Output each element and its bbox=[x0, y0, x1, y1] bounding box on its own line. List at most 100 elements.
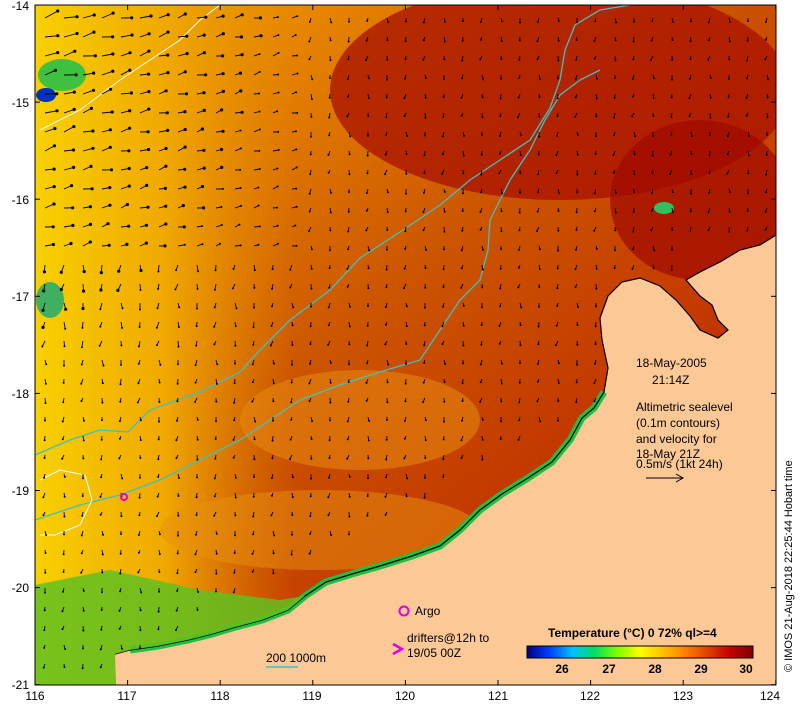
velocity-arrow-head bbox=[366, 362, 369, 365]
velocity-arrow-head bbox=[139, 457, 142, 459]
velocity-arrow-head bbox=[576, 21, 578, 24]
velocity-arrow-head bbox=[182, 225, 186, 229]
velocity-arrow-head bbox=[138, 326, 141, 328]
velocity-arrow-head bbox=[176, 572, 179, 575]
velocity-arrow bbox=[215, 224, 222, 228]
velocity-arrow-head bbox=[462, 154, 465, 157]
velocity-arrow-head bbox=[251, 400, 254, 403]
velocity-arrow-head bbox=[139, 268, 143, 273]
velocity-arrow-head bbox=[386, 58, 389, 61]
velocity-arrow-head bbox=[461, 210, 464, 212]
velocity-arrow-head bbox=[128, 51, 132, 55]
velocity-arrow-head bbox=[593, 382, 596, 385]
velocity-arrow-head bbox=[462, 192, 464, 195]
velocity-arrow-head bbox=[557, 77, 559, 80]
velocity-arrow-head bbox=[289, 438, 292, 441]
velocity-arrow-head bbox=[99, 495, 102, 498]
velocity-arrow-head bbox=[258, 70, 261, 73]
velocity-arrow bbox=[158, 14, 169, 19]
x-tick-label: 119 bbox=[302, 689, 321, 703]
velocity-arrow-head bbox=[62, 381, 65, 384]
velocity-arrow bbox=[272, 52, 279, 57]
velocity-arrow-head bbox=[330, 21, 333, 24]
velocity-arrow-head bbox=[328, 457, 331, 459]
velocity-arrow-head bbox=[202, 166, 206, 170]
velocity-arrow-head bbox=[632, 58, 635, 61]
velocity-arrow-head bbox=[707, 229, 710, 232]
velocity-arrow-head bbox=[574, 78, 577, 81]
velocity-arrow-head bbox=[44, 402, 47, 405]
velocity-arrow-head bbox=[517, 286, 520, 289]
velocity-arrow-head bbox=[537, 20, 539, 23]
velocity-arrow-head bbox=[499, 115, 502, 118]
velocity-arrow-head bbox=[423, 154, 426, 157]
velocity-arrow-head bbox=[385, 476, 388, 479]
velocity-arrow-head bbox=[63, 475, 66, 478]
velocity-arrow-head bbox=[82, 457, 85, 460]
velocity-arrow-head bbox=[276, 185, 279, 188]
x-tick-label: 116 bbox=[25, 689, 44, 703]
velocity-arrow-head bbox=[221, 32, 225, 36]
velocity-arrow-head bbox=[164, 89, 168, 93]
velocity-arrow bbox=[139, 50, 150, 57]
velocity-arrow-head bbox=[557, 249, 559, 252]
velocity-arrow-head bbox=[215, 382, 218, 385]
velocity-arrow-head bbox=[575, 58, 578, 61]
velocity-arrow-head bbox=[442, 286, 445, 288]
velocity-arrow-head bbox=[671, 39, 674, 41]
velocity-arrow-head bbox=[443, 248, 445, 251]
description-line: and velocity for bbox=[636, 432, 717, 446]
velocity-arrow-head bbox=[175, 439, 178, 442]
velocity-arrow-head bbox=[251, 570, 254, 573]
velocity-arrow-head bbox=[632, 248, 635, 251]
velocity-arrow-head bbox=[71, 223, 75, 227]
velocity-arrow-head bbox=[577, 306, 580, 308]
velocity-arrow-head bbox=[258, 149, 261, 152]
velocity-arrow-head bbox=[257, 243, 260, 246]
velocity-arrow-head bbox=[310, 287, 313, 290]
velocity-arrow-head bbox=[221, 72, 225, 76]
velocity-arrow-head bbox=[181, 204, 185, 208]
velocity-arrow-head bbox=[539, 78, 542, 80]
velocity-arrow-head bbox=[329, 77, 331, 79]
velocity-arrow-head bbox=[764, 210, 767, 213]
velocity-arrow bbox=[44, 52, 58, 57]
velocity-arrow-head bbox=[44, 419, 46, 422]
velocity-arrow-head bbox=[294, 130, 297, 133]
velocity-arrow-head bbox=[366, 514, 369, 517]
velocity-arrow-head bbox=[214, 438, 217, 440]
velocity-arrow-head bbox=[308, 58, 311, 61]
velocity-arrow-head bbox=[291, 533, 293, 536]
velocity-arrow-head bbox=[500, 382, 503, 385]
velocity-arrow-head bbox=[727, 96, 730, 98]
velocity-arrow-head bbox=[92, 13, 96, 17]
velocity-arrow-head bbox=[129, 91, 133, 95]
velocity-arrow bbox=[63, 321, 66, 329]
velocity-arrows bbox=[41, 9, 770, 670]
velocity-arrow-head bbox=[517, 266, 520, 269]
velocity-arrow-head bbox=[500, 400, 503, 403]
velocity-arrow-head bbox=[463, 134, 465, 137]
velocity-arrow-head bbox=[727, 115, 730, 118]
velocity-arrow-head bbox=[462, 304, 465, 307]
velocity-arrow-head bbox=[404, 230, 407, 233]
velocity-arrow bbox=[253, 128, 261, 133]
velocity-arrow-head bbox=[386, 419, 388, 421]
velocity-arrow-head bbox=[308, 400, 311, 403]
velocity-arrow-head bbox=[119, 400, 122, 403]
velocity-arrow-head bbox=[64, 327, 67, 330]
velocity-arrow-head bbox=[615, 21, 618, 24]
velocity-arrow-head bbox=[481, 134, 483, 136]
velocity-arrow-head bbox=[707, 39, 710, 42]
bathymetry-legend-label: 200 1000m bbox=[266, 651, 326, 665]
velocity-arrow-head bbox=[479, 363, 482, 366]
velocity-arrow-head bbox=[90, 187, 94, 191]
velocity-arrow-head bbox=[258, 128, 261, 131]
y-tick-label: -21 bbox=[12, 678, 30, 692]
velocity-arrow-head bbox=[576, 153, 579, 156]
velocity-arrow-head bbox=[213, 343, 216, 346]
velocity-arrow-head bbox=[234, 325, 237, 328]
velocity-arrow-head bbox=[347, 248, 350, 251]
velocity-arrow-head bbox=[149, 14, 153, 18]
velocity-arrow-head bbox=[346, 420, 349, 423]
